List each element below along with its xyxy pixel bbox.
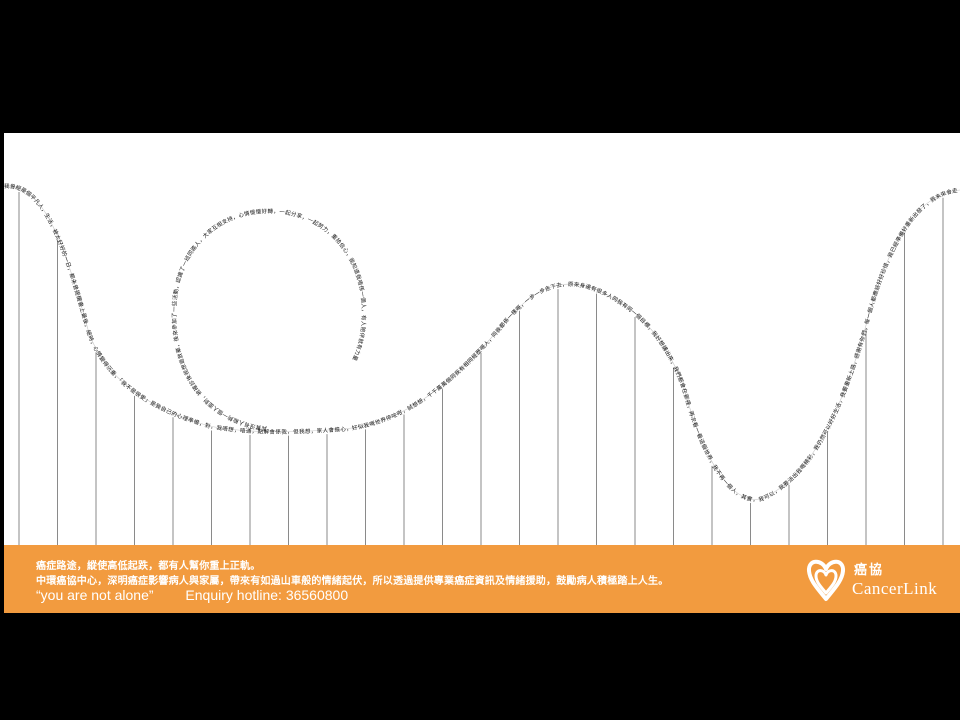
slogan-row: “you are not alone” Enquiry hotline: 365… — [36, 587, 348, 603]
track-rail — [4, 185, 960, 500]
enquiry-hotline: Enquiry hotline: 36560800 — [185, 587, 349, 603]
loop-story-text: 其實沒有人能夠一個人面對，被確診後我想過放棄，後來參加了一些活動，認識了一班同路… — [170, 207, 368, 433]
track-supports — [18, 191, 944, 545]
logo-english: CancerLink — [852, 579, 938, 598]
logo-chinese: 癌協 — [854, 563, 885, 578]
info-band: 癌症路途，縱使高低起跌，都有人幫你重上正軌。 中環癌協中心，深明癌症影響病人與家… — [4, 545, 960, 613]
poster: 我曾經是個平凡人，生活，被太好好的一日，都未曾提醒書上最後，細時，心情變得沉重，… — [4, 133, 960, 613]
cancerlink-logo: 癌協 CancerLink — [804, 551, 952, 607]
tagline-headline: 癌症路途，縱使高低起跌，都有人幫你重上正軌。 — [36, 561, 261, 572]
double-heart-icon — [807, 559, 845, 601]
slogan: “you are not alone” — [36, 587, 154, 603]
roller-coaster-artwork: 我曾經是個平凡人，生活，被太好好的一日，都未曾提醒書上最後，細時，心情變得沉重，… — [4, 133, 960, 545]
tagline-description: 中環癌協中心，深明癌症影響病人與家屬，帶來有如過山車般的情緒起伏，所以透過提供專… — [36, 576, 669, 587]
